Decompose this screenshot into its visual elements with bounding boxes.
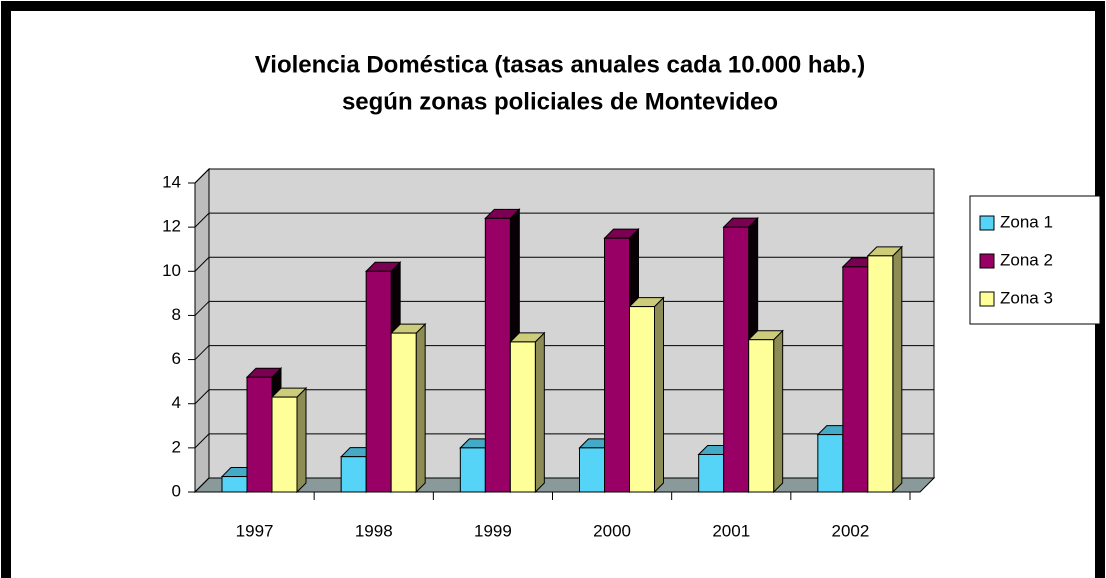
grid-line bbox=[194, 256, 210, 272]
x-tick-label: 2000 bbox=[593, 521, 631, 540]
bar-front bbox=[484, 217, 511, 493]
grid-line bbox=[194, 212, 210, 228]
legend-swatch bbox=[979, 253, 995, 269]
bar-front bbox=[579, 447, 605, 493]
bar-side bbox=[773, 329, 784, 494]
bar-front bbox=[817, 434, 844, 493]
bar-front bbox=[390, 332, 417, 493]
bar-front bbox=[271, 396, 298, 493]
y-tick-label: 0 bbox=[172, 481, 181, 500]
y-tick-label: 12 bbox=[162, 217, 181, 236]
y-tick-label: 14 bbox=[162, 172, 181, 191]
bar-side bbox=[892, 245, 903, 494]
bar bbox=[509, 331, 546, 494]
y-tick-label: 2 bbox=[172, 437, 181, 456]
grid-line bbox=[194, 477, 210, 493]
x-tick-label: 1998 bbox=[355, 521, 393, 540]
bar-front bbox=[748, 339, 775, 493]
y-tick-label: 4 bbox=[172, 393, 181, 412]
x-tick-label: 1997 bbox=[236, 521, 274, 540]
legend-swatch bbox=[979, 291, 995, 307]
bar-side bbox=[296, 386, 307, 494]
legend-swatch bbox=[979, 215, 995, 231]
legend-label: Zona 2 bbox=[1000, 250, 1053, 269]
bar-front bbox=[340, 456, 367, 493]
bar bbox=[270, 386, 308, 494]
bar-front bbox=[604, 237, 630, 493]
y-tick-label: 6 bbox=[172, 349, 181, 368]
bar bbox=[389, 322, 427, 494]
y-tick-label: 8 bbox=[172, 305, 181, 324]
bar-front bbox=[246, 376, 273, 493]
grid-line bbox=[194, 345, 210, 360]
bar-front bbox=[365, 270, 392, 493]
bar-side bbox=[415, 322, 426, 494]
grid-line bbox=[194, 433, 210, 449]
chart-subtitle: según zonas policiales de Montevideo bbox=[342, 88, 778, 115]
bar bbox=[866, 245, 904, 494]
bar-front bbox=[509, 341, 536, 493]
bar-side bbox=[534, 331, 545, 494]
bar-front bbox=[698, 453, 725, 493]
x-tick-label: 2002 bbox=[832, 521, 870, 540]
bar-side bbox=[654, 296, 664, 494]
y-tick-label: 10 bbox=[162, 261, 181, 280]
bar-front bbox=[459, 447, 486, 493]
legend-label: Zona 3 bbox=[1000, 288, 1053, 307]
x-tick-label: 2001 bbox=[712, 521, 750, 540]
bar bbox=[722, 216, 759, 494]
grid-line bbox=[194, 168, 210, 184]
legend-label: Zona 1 bbox=[1000, 212, 1053, 231]
bar bbox=[628, 296, 665, 494]
side-wall bbox=[194, 167, 210, 494]
bar-front bbox=[867, 255, 894, 493]
grid-line bbox=[194, 389, 210, 405]
bar-front bbox=[723, 226, 750, 493]
bar-front bbox=[842, 266, 869, 493]
bar-front bbox=[629, 306, 655, 493]
grid-line bbox=[194, 301, 210, 316]
chart-title: Violencia Doméstica (tasas anuales cada … bbox=[255, 51, 866, 78]
bar bbox=[747, 329, 784, 494]
x-tick-label: 1999 bbox=[474, 521, 512, 540]
bar-front bbox=[221, 476, 248, 493]
